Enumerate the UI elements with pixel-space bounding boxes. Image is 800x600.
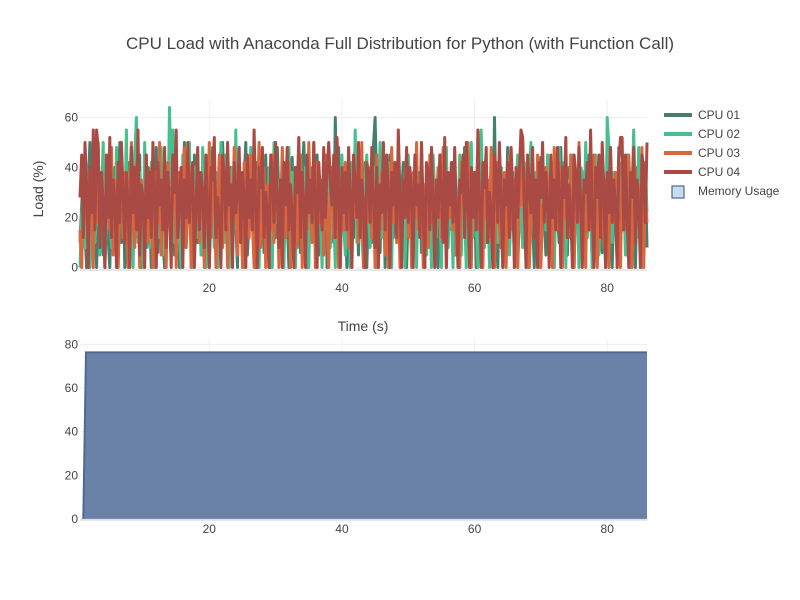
axes-group: 20 40 60 80 0 20 40 60 20 40 60 80 0 20 40 60 80 xyxy=(65,111,647,536)
top-y-tick-label: 20 xyxy=(65,211,79,225)
top-x-tick-label: 20 xyxy=(203,281,217,295)
legend-item-cpu-04[interactable]: CPU 04 xyxy=(664,165,740,179)
chart-title: CPU Load with Anaconda Full Distribution… xyxy=(125,34,675,53)
legend-label: CPU 04 xyxy=(698,165,740,179)
cpu-series-group xyxy=(78,106,649,269)
x-axis-title: Time (s) xyxy=(338,318,389,334)
series-line-cpu-04 xyxy=(78,128,649,269)
bottom-y-tick-label: 40 xyxy=(65,425,79,439)
bottom-y-tick-label: 60 xyxy=(65,381,79,395)
bottom-y-tick-label: 20 xyxy=(65,468,79,482)
legend-item-cpu-03[interactable]: CPU 03 xyxy=(664,146,740,160)
memory-usage-line xyxy=(82,351,647,519)
legend: CPU 01 CPU 02 CPU 03 CPU 04 Memory Usage xyxy=(664,108,780,199)
top-x-tick-label: 40 xyxy=(335,281,349,295)
top-x-tick-label: 60 xyxy=(468,281,482,295)
bottom-x-tick-label: 40 xyxy=(335,522,349,536)
legend-label: Memory Usage xyxy=(698,184,780,198)
legend-label: CPU 02 xyxy=(698,127,740,141)
bottom-y-tick-label: 80 xyxy=(65,337,79,351)
legend-label: CPU 03 xyxy=(698,146,740,160)
y-axis-title: Load (%) xyxy=(30,161,46,218)
bottom-x-tick-label: 60 xyxy=(468,522,482,536)
top-y-tick-label: 60 xyxy=(65,111,79,125)
top-x-tick-label: 80 xyxy=(601,281,615,295)
legend-item-memory-usage[interactable]: Memory Usage xyxy=(671,184,780,199)
bottom-x-tick-label: 80 xyxy=(601,522,615,536)
top-y-tick-label: 40 xyxy=(65,161,79,175)
memory-usage-area xyxy=(83,352,648,519)
bottom-y-tick-label: 0 xyxy=(71,512,78,526)
legend-item-cpu-01[interactable]: CPU 01 xyxy=(664,108,740,122)
bottom-x-tick-label: 20 xyxy=(203,522,217,536)
legend-label: CPU 01 xyxy=(698,108,740,122)
legend-swatch xyxy=(671,185,685,199)
memory-series-group xyxy=(82,351,648,519)
top-y-tick-label: 0 xyxy=(71,261,78,275)
legend-item-cpu-02[interactable]: CPU 02 xyxy=(664,127,740,141)
